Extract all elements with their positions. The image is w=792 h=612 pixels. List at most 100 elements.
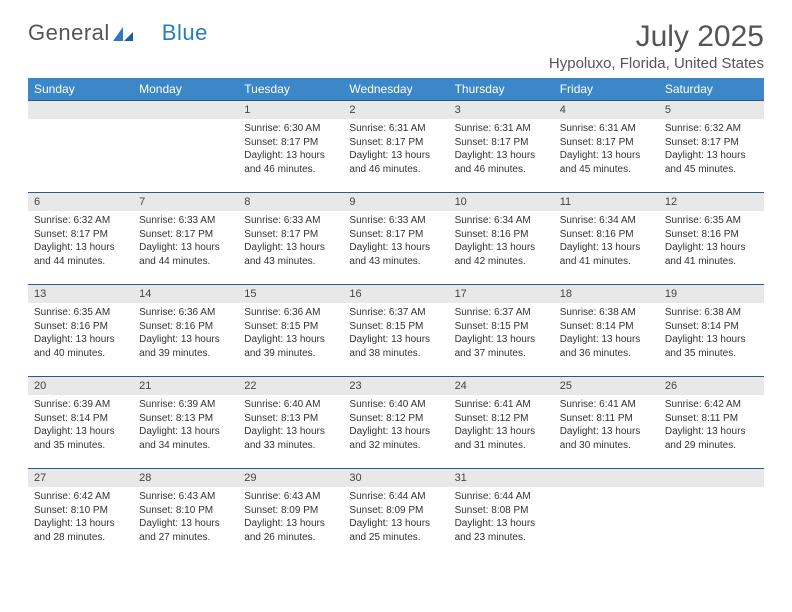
day-detail-cell: Sunrise: 6:35 AMSunset: 8:16 PMDaylight:… bbox=[28, 303, 133, 377]
day-detail-cell: Sunrise: 6:35 AMSunset: 8:16 PMDaylight:… bbox=[659, 211, 764, 285]
day-number-cell: 25 bbox=[554, 377, 659, 396]
day-number-cell: 17 bbox=[449, 285, 554, 304]
calendar-table: Sunday Monday Tuesday Wednesday Thursday… bbox=[28, 78, 764, 560]
day-detail-cell bbox=[554, 487, 659, 560]
sunrise-line: Sunrise: 6:42 AM bbox=[665, 398, 758, 412]
day-detail-cell: Sunrise: 6:42 AMSunset: 8:10 PMDaylight:… bbox=[28, 487, 133, 560]
sunset-line: Sunset: 8:09 PM bbox=[244, 504, 337, 518]
day-number-cell: 27 bbox=[28, 469, 133, 488]
day-number-cell bbox=[659, 469, 764, 488]
day-number-cell: 19 bbox=[659, 285, 764, 304]
sunrise-line: Sunrise: 6:44 AM bbox=[349, 490, 442, 504]
location: Hypoluxo, Florida, United States bbox=[549, 55, 764, 72]
day-number-cell: 29 bbox=[238, 469, 343, 488]
daylight-line: Daylight: 13 hours and 43 minutes. bbox=[244, 241, 337, 268]
daylight-line: Daylight: 13 hours and 31 minutes. bbox=[455, 425, 548, 452]
daylight-line: Daylight: 13 hours and 46 minutes. bbox=[455, 149, 548, 176]
daylight-line: Daylight: 13 hours and 41 minutes. bbox=[560, 241, 653, 268]
daylight-line: Daylight: 13 hours and 39 minutes. bbox=[244, 333, 337, 360]
day-number-cell: 10 bbox=[449, 193, 554, 212]
day-number-cell: 15 bbox=[238, 285, 343, 304]
sunset-line: Sunset: 8:17 PM bbox=[139, 228, 232, 242]
day-detail-row: Sunrise: 6:42 AMSunset: 8:10 PMDaylight:… bbox=[28, 487, 764, 560]
sunset-line: Sunset: 8:12 PM bbox=[455, 412, 548, 426]
sunset-line: Sunset: 8:16 PM bbox=[560, 228, 653, 242]
daylight-line: Daylight: 13 hours and 45 minutes. bbox=[665, 149, 758, 176]
daylight-line: Daylight: 13 hours and 27 minutes. bbox=[139, 517, 232, 544]
sunset-line: Sunset: 8:15 PM bbox=[349, 320, 442, 334]
sunrise-line: Sunrise: 6:38 AM bbox=[560, 306, 653, 320]
sunrise-line: Sunrise: 6:36 AM bbox=[139, 306, 232, 320]
day-number-row: 13141516171819 bbox=[28, 285, 764, 304]
sunset-line: Sunset: 8:17 PM bbox=[244, 136, 337, 150]
day-detail-row: Sunrise: 6:35 AM Sunset: 8:16 PM Daylight:… bbox=[28, 303, 764, 377]
sunrise-line: Sunrise: 6:34 AM bbox=[455, 214, 548, 228]
daylight-line: Daylight: 13 hours and 40 minutes. bbox=[34, 333, 127, 360]
day-detail-cell: Sunrise: 6:32 AMSunset: 8:17 PMDaylight:… bbox=[28, 211, 133, 285]
sunset-line: Sunset: 8:10 PM bbox=[34, 504, 127, 518]
day-detail-cell: Sunrise: 6:33 AMSunset: 8:17 PMDaylight:… bbox=[343, 211, 448, 285]
day-detail-row: Sunrise: 6:30 AMSunset: 8:17 PMDaylight:… bbox=[28, 119, 764, 193]
sunset-line: Sunset: 8:17 PM bbox=[560, 136, 653, 150]
sunset-line: Sunset: 8:14 PM bbox=[665, 320, 758, 334]
daylight-line: Daylight: 13 hours and 34 minutes. bbox=[139, 425, 232, 452]
day-detail-cell: Sunrise: 6:36 AMSunset: 8:15 PMDaylight:… bbox=[238, 303, 343, 377]
sunset-line: Sunset: 8:15 PM bbox=[455, 320, 548, 334]
sunrise-line: Sunrise: 6:44 AM bbox=[455, 490, 548, 504]
day-number-cell: 26 bbox=[659, 377, 764, 396]
daylight-line: Daylight: 13 hours and 41 minutes. bbox=[665, 241, 758, 268]
sunrise-line: Sunrise: 6:37 AM bbox=[349, 306, 442, 320]
daylight-line: Daylight: 13 hours and 28 minutes. bbox=[34, 517, 127, 544]
sunset-line: Sunset: 8:09 PM bbox=[349, 504, 442, 518]
sunrise-line: Sunrise: 6:40 AM bbox=[349, 398, 442, 412]
logo-text-blue: Blue bbox=[162, 20, 208, 46]
sunrise-line: Sunrise: 6:35 AM bbox=[665, 214, 758, 228]
month-title: July 2025 bbox=[549, 20, 764, 53]
day-number-cell: 12 bbox=[659, 193, 764, 212]
sunrise-line: Sunrise: 6:35 AM bbox=[34, 306, 127, 320]
sunrise-line: Sunrise: 6:39 AM bbox=[139, 398, 232, 412]
sunrise-line: Sunrise: 6:38 AM bbox=[665, 306, 758, 320]
sunset-line: Sunset: 8:08 PM bbox=[455, 504, 548, 518]
sunrise-line: Sunrise: 6:31 AM bbox=[455, 122, 548, 136]
sunset-line: Sunset: 8:10 PM bbox=[139, 504, 232, 518]
sunrise-line: Sunrise: 6:42 AM bbox=[34, 490, 127, 504]
logo-sail-icon bbox=[112, 24, 134, 42]
day-number-cell: 20 bbox=[28, 377, 133, 396]
day-number-cell: 3 bbox=[449, 101, 554, 120]
day-detail-cell: Sunrise: 6:33 AMSunset: 8:17 PMDaylight:… bbox=[238, 211, 343, 285]
day-header: Tuesday bbox=[238, 78, 343, 101]
day-number-cell: 1 bbox=[238, 101, 343, 120]
day-header: Saturday bbox=[659, 78, 764, 101]
daylight-line: Daylight: 13 hours and 32 minutes. bbox=[349, 425, 442, 452]
day-number-cell: 6 bbox=[28, 193, 133, 212]
day-number-row: 12345 bbox=[28, 101, 764, 120]
day-detail-cell: Sunrise: 6:31 AMSunset: 8:17 PMDaylight:… bbox=[554, 119, 659, 193]
sunset-line: Sunset: 8:17 PM bbox=[349, 136, 442, 150]
day-header: Thursday bbox=[449, 78, 554, 101]
day-number-cell: 4 bbox=[554, 101, 659, 120]
sunrise-line: Sunrise: 6:33 AM bbox=[139, 214, 232, 228]
logo: General Blue bbox=[28, 20, 208, 46]
daylight-line: Daylight: 13 hours and 30 minutes. bbox=[560, 425, 653, 452]
sunrise-line: Sunrise: 6:30 AM bbox=[244, 122, 337, 136]
day-number-cell: 18 bbox=[554, 285, 659, 304]
daylight-line: Daylight: 13 hours and 36 minutes. bbox=[560, 333, 653, 360]
day-detail-cell: Sunrise: 6:31 AMSunset: 8:17 PMDaylight:… bbox=[449, 119, 554, 193]
day-number-cell bbox=[28, 101, 133, 120]
day-number-cell: 2 bbox=[343, 101, 448, 120]
day-detail-cell: Sunrise: 6:38 AMSunset: 8:14 PMDaylight:… bbox=[554, 303, 659, 377]
sunset-line: Sunset: 8:17 PM bbox=[665, 136, 758, 150]
day-detail-cell: Sunrise: 6:39 AMSunset: 8:13 PMDaylight:… bbox=[133, 395, 238, 469]
day-detail-cell bbox=[133, 119, 238, 193]
sunset-line: Sunset: 8:12 PM bbox=[349, 412, 442, 426]
day-header: Friday bbox=[554, 78, 659, 101]
sunrise-line: Sunrise: 6:43 AM bbox=[139, 490, 232, 504]
day-number-cell: 16 bbox=[343, 285, 448, 304]
day-detail-row: Sunrise: 6:32 AMSunset: 8:17 PMDaylight:… bbox=[28, 211, 764, 285]
day-number-row: 6789101112 bbox=[28, 193, 764, 212]
day-detail-cell: Sunrise: 6:42 AMSunset: 8:11 PMDaylight:… bbox=[659, 395, 764, 469]
day-detail-cell: Sunrise: 6:38 AMSunset: 8:14 PMDaylight:… bbox=[659, 303, 764, 377]
sunset-line: Sunset: 8:16 PM bbox=[139, 320, 232, 334]
day-number-cell: 23 bbox=[343, 377, 448, 396]
